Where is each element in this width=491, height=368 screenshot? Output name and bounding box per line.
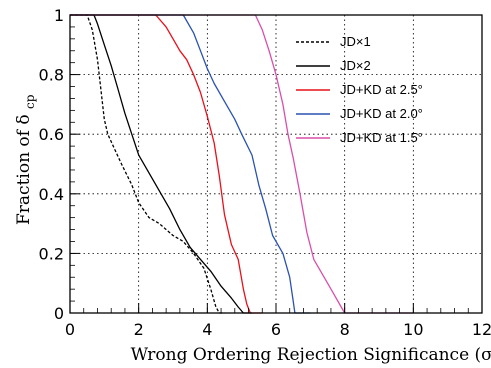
- series-line-3: [70, 14, 263, 314]
- x-tick-label: 8: [340, 320, 350, 339]
- legend-label-2: JD×2: [340, 58, 371, 73]
- legend: JD×1 JD×2 JD+KD at 2.5° JD+KD at 2.0° JD+KD …: [296, 34, 423, 145]
- y-axis-title-main: Fraction of δ: [14, 114, 34, 225]
- series-line-2: [70, 14, 252, 314]
- series-line-1: [70, 14, 225, 314]
- x-tick-label: 2: [134, 320, 144, 339]
- axis-ticks: [69, 14, 483, 314]
- y-tick-label: 0.8: [39, 66, 64, 85]
- series-line-5: [70, 14, 414, 314]
- grid-lines: [70, 15, 482, 313]
- x-tick-label: 12: [472, 320, 491, 339]
- series-layer: [70, 14, 414, 314]
- y-tick-label: 0.6: [39, 125, 64, 144]
- x-tick-label: 6: [271, 320, 281, 339]
- legend-label-5: JD+KD at 1.5°: [340, 130, 423, 145]
- x-tick-label: 0: [65, 320, 75, 339]
- legend-label-3: JD+KD at 2.5°: [340, 82, 423, 97]
- x-axis-title: Wrong Ordering Rejection Significance (σ…: [131, 345, 491, 365]
- x-tick-label: 10: [403, 320, 423, 339]
- series-line-4: [70, 14, 311, 314]
- svg-text:Fraction of δ cp: Fraction of δ cp: [14, 94, 37, 225]
- y-tick-label: 0.4: [39, 185, 64, 204]
- y-axis-title-subscript: cp: [23, 94, 37, 109]
- y-tick-label: 1: [54, 6, 64, 25]
- x-tick-label: 4: [202, 320, 212, 339]
- y-tick-label: 0.2: [39, 244, 64, 263]
- legend-label-4: JD+KD at 2.0°: [340, 106, 423, 121]
- legend-label-1: JD×1: [340, 34, 371, 49]
- y-axis-title: Fraction of δ cp: [14, 94, 37, 225]
- y-tick-label: 0: [54, 304, 64, 323]
- tick-labels: 0 2 4 6 8 10 12 0 0.2 0.4 0.6 0.8 1: [39, 6, 491, 339]
